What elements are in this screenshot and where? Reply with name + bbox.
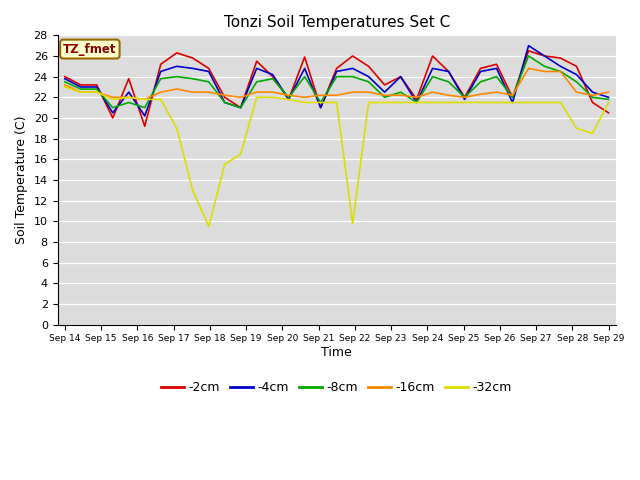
X-axis label: Time: Time: [321, 346, 352, 359]
Text: TZ_fmet: TZ_fmet: [63, 43, 116, 56]
Title: Tonzi Soil Temperatures Set C: Tonzi Soil Temperatures Set C: [223, 15, 450, 30]
Y-axis label: Soil Temperature (C): Soil Temperature (C): [15, 116, 28, 244]
Legend: -2cm, -4cm, -8cm, -16cm, -32cm: -2cm, -4cm, -8cm, -16cm, -32cm: [156, 376, 517, 399]
